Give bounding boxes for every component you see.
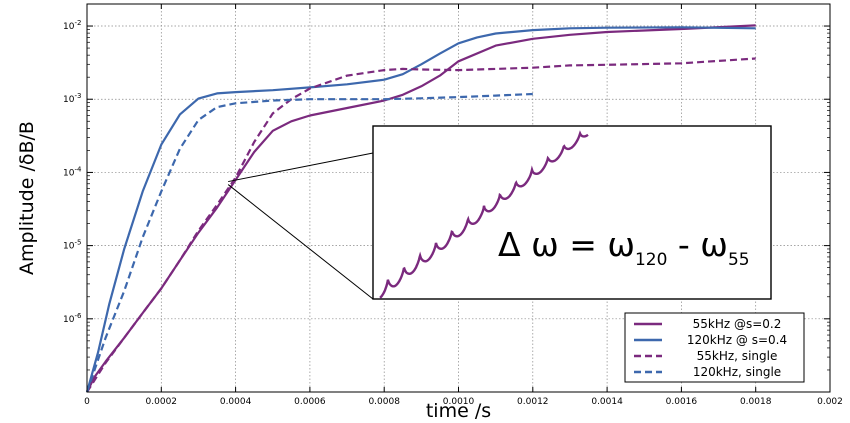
y-tick-label: 10-6 [63, 312, 82, 325]
x-tick-label: 0.002 [817, 397, 843, 407]
x-tick-label: 0.0004 [220, 397, 252, 407]
x-tick-label: 0 [84, 397, 90, 407]
inset-series-line [379, 130, 589, 299]
legend-label: 55kHz @s=0.2 [693, 317, 782, 331]
inset-box [372, 125, 772, 300]
legend: 55kHz @s=0.2 120kHz @ s=0.4 55kHz, single 1… [624, 312, 805, 383]
inset-connector-bottom [227, 184, 374, 300]
series-layer [85, 24, 756, 393]
series-line-3 [86, 57, 756, 393]
series-line-4 [85, 92, 533, 393]
y-axis-label: Amplitude /δB/B [16, 121, 38, 275]
ticks: 0 0.0002 0.0004 0.0006 0.0008 0.0010 0.0012 0.0… [63, 3, 843, 407]
y-tick-label: 10-3 [63, 92, 81, 105]
y-tick-label: 10-2 [63, 19, 81, 32]
x-tick-label: 0.0018 [740, 397, 772, 407]
x-tick-label: 0.0016 [666, 397, 698, 407]
inset-connector-top [228, 152, 374, 183]
x-tick-label: 0.0014 [591, 397, 623, 407]
legend-label: 120kHz @ s=0.4 [687, 333, 787, 347]
inset-formula: Δ ω = ω120 - ω55 [498, 225, 750, 270]
x-tick-label: 0.0002 [146, 397, 178, 407]
x-tick-label: 0.0006 [294, 397, 326, 407]
series-line-2 [85, 26, 756, 393]
legend-label: 55kHz, single [697, 349, 778, 363]
x-tick-label: 0.0010 [443, 397, 475, 407]
y-tick-label: 10-5 [63, 239, 81, 252]
legend-label: 120kHz, single [693, 365, 781, 379]
x-axis-label: time /s [426, 400, 491, 422]
inset: Δ ω = ω120 - ω55 [227, 125, 772, 300]
y-tick-label: 10-4 [63, 165, 82, 178]
x-tick-label: 0.0008 [368, 397, 400, 407]
x-tick-label: 0.0012 [517, 397, 549, 407]
